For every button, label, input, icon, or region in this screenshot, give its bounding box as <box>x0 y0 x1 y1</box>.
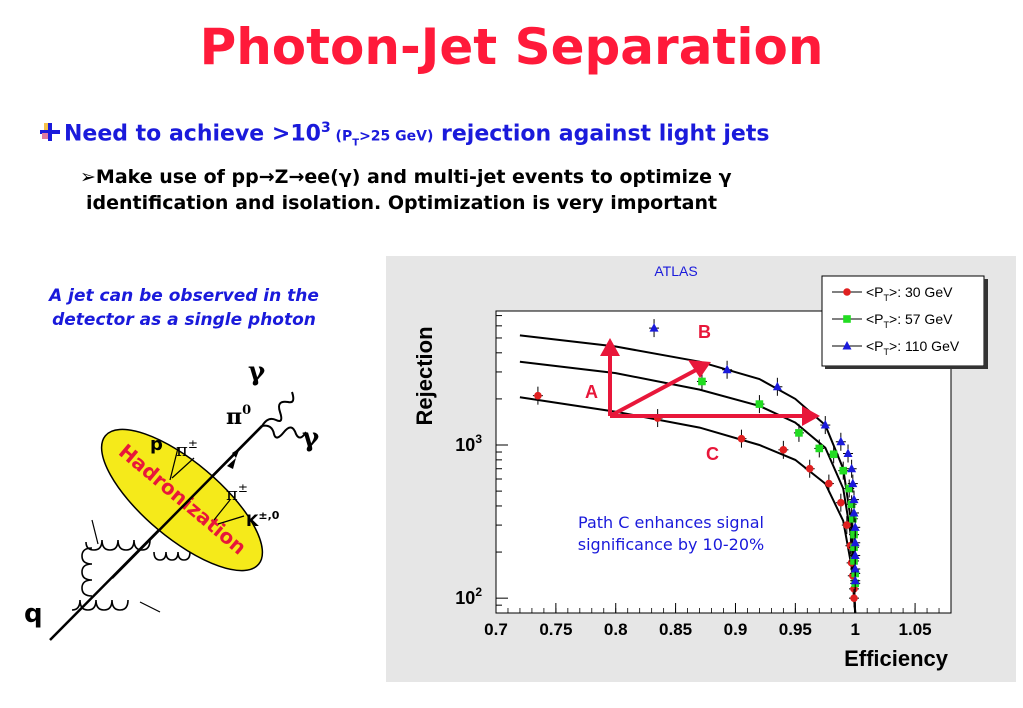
path-c-annotation: Path C enhances signal significance by 1… <box>577 513 765 554</box>
chart-title: ATLAS <box>654 263 697 279</box>
data-point-series-2 <box>847 500 856 509</box>
data-point-series-2 <box>795 429 803 437</box>
jet-diagram: Hadronization γ γ π0 p π± π± K±,0 q <box>24 357 320 641</box>
data-points <box>532 319 861 608</box>
optimization-arrows: A B C <box>585 322 820 464</box>
data-point-series-3 <box>820 420 830 429</box>
y-axis-label: Rejection <box>412 326 437 425</box>
data-point-series-2 <box>755 400 764 408</box>
data-point-series-3 <box>849 494 859 504</box>
sub-bullet-line-1: Make use of pp→Z→ee(γ) and multi-jet eve… <box>95 166 732 188</box>
x-tick-label: 0.8 <box>604 620 628 639</box>
y-tick-label: 102 <box>455 585 482 608</box>
quark-label: q <box>24 599 43 629</box>
x-tick-label: 0.7 <box>484 620 508 639</box>
x-tick-label: 0.75 <box>539 620 572 639</box>
pi-pm-1-sup: ± <box>188 437 198 451</box>
data-point-series-3 <box>850 522 860 531</box>
x-axis: 0.7 0.75 0.8 0.85 0.9 0.95 1 1.05 <box>484 603 940 639</box>
x-tick-label: 0.95 <box>779 620 812 639</box>
bullet-exp: 3 <box>320 120 331 136</box>
data-point-series-2 <box>850 530 858 539</box>
legend-label: <PT>: 30 GeV <box>866 284 953 303</box>
legend-marker <box>843 288 851 296</box>
bullet-text-2: rejection against light jets <box>433 121 770 147</box>
data-point-series-1 <box>837 498 845 507</box>
bullet-paren-close: >25 GeV) <box>359 128 434 145</box>
data-point-series-1 <box>843 521 851 529</box>
data-point-series-2 <box>829 450 838 459</box>
pi0-label: π0 <box>226 403 251 430</box>
x-tick-label: 1 <box>850 620 859 639</box>
data-point-series-3 <box>850 575 860 585</box>
pi-pm-2-sup: ± <box>238 481 248 495</box>
data-point-series-3 <box>849 507 859 517</box>
pi-pm-1-base: π <box>176 440 188 461</box>
data-point-series-1 <box>737 434 746 443</box>
p-label: p <box>150 434 163 455</box>
data-point-series-2 <box>815 444 824 453</box>
data-point-series-2 <box>850 543 858 552</box>
arrow-up-icon <box>600 338 620 356</box>
data-point-series-1 <box>534 391 542 400</box>
data-point-series-3 <box>848 478 858 488</box>
data-point-series-2 <box>839 466 848 475</box>
legend-label: <PT>: 110 GeV <box>866 338 960 357</box>
arrow-diagonal-icon <box>688 360 711 378</box>
arrow-label-c: C <box>706 444 719 464</box>
data-point-series-1 <box>779 446 788 454</box>
data-point-series-3 <box>772 381 782 391</box>
pi-pm-2-base: π <box>226 484 238 505</box>
data-point-series-3 <box>722 364 732 374</box>
pi-pm-label-2: π± <box>226 481 248 505</box>
legend-marker <box>842 341 852 350</box>
x-tick-label: 0.9 <box>724 620 748 639</box>
data-point-series-3 <box>843 448 853 458</box>
data-point-series-2 <box>850 557 858 565</box>
data-point-series-1 <box>850 594 858 602</box>
data-point-series-3 <box>850 550 860 559</box>
data-point-series-3 <box>836 436 846 446</box>
rejection-plot: ATLAS 0.7 0.75 0.8 0.85 0.9 0.95 1 1.05 103102 … <box>412 263 988 671</box>
pi0-base: π <box>226 404 242 430</box>
data-point-series-1 <box>825 479 833 488</box>
bullet-text-1: Need to achieve >10 <box>64 121 321 147</box>
y-tick-label: 103 <box>455 432 482 455</box>
arrow-label-a: A <box>585 382 598 402</box>
x-axis-label: Efficiency <box>844 646 949 671</box>
y-axis: 103 102 <box>455 315 508 614</box>
bullet-paren-open: (P <box>330 128 353 145</box>
bullet-icon <box>38 121 64 143</box>
gamma-label-1: γ <box>248 357 266 387</box>
k-base: K <box>246 511 259 530</box>
data-point-series-3 <box>649 323 659 332</box>
data-point-series-3 <box>850 537 860 547</box>
data-point-series-3 <box>850 564 860 573</box>
pi-pm-label-1: π± <box>176 437 198 461</box>
x-tick-label: 0.85 <box>659 620 692 639</box>
gamma-label-2: γ <box>302 423 320 453</box>
arrow-right-icon <box>802 406 820 426</box>
data-point-series-1 <box>805 464 814 473</box>
legend-marker <box>843 315 851 323</box>
sub-bullet-marker: ➢ <box>80 166 96 188</box>
data-point-series-2 <box>845 484 854 493</box>
data-point-series-2 <box>698 377 706 386</box>
legend-label: <PT>: 57 GeV <box>866 311 953 330</box>
sub-bullet-line-2: identification and isolation. Optimizati… <box>86 192 718 214</box>
x-tick-label: 1.05 <box>899 620 932 639</box>
bullet-paren-sub: T <box>352 137 360 149</box>
jet-caption: A jet can be observed in the detector as… <box>49 286 319 330</box>
k-sup: ±,0 <box>258 509 279 522</box>
legend: <PT>: 30 GeV <PT>: 57 GeV <PT>: 110 GeV <box>821 275 988 369</box>
sub-bullet: ➢Make use of pp→Z→ee(γ) and multi-jet ev… <box>80 164 732 216</box>
pi0-sup: 0 <box>242 403 251 418</box>
data-point-series-3 <box>847 463 857 473</box>
page-title: Photon-Jet Separation <box>199 18 824 76</box>
main-bullet: Need to achieve >103 (PT>25 GeV) rejecti… <box>38 120 769 149</box>
data-point-series-2 <box>849 514 857 523</box>
arrow-label-b: B <box>698 322 711 342</box>
k-label: K±,0 <box>246 509 280 530</box>
